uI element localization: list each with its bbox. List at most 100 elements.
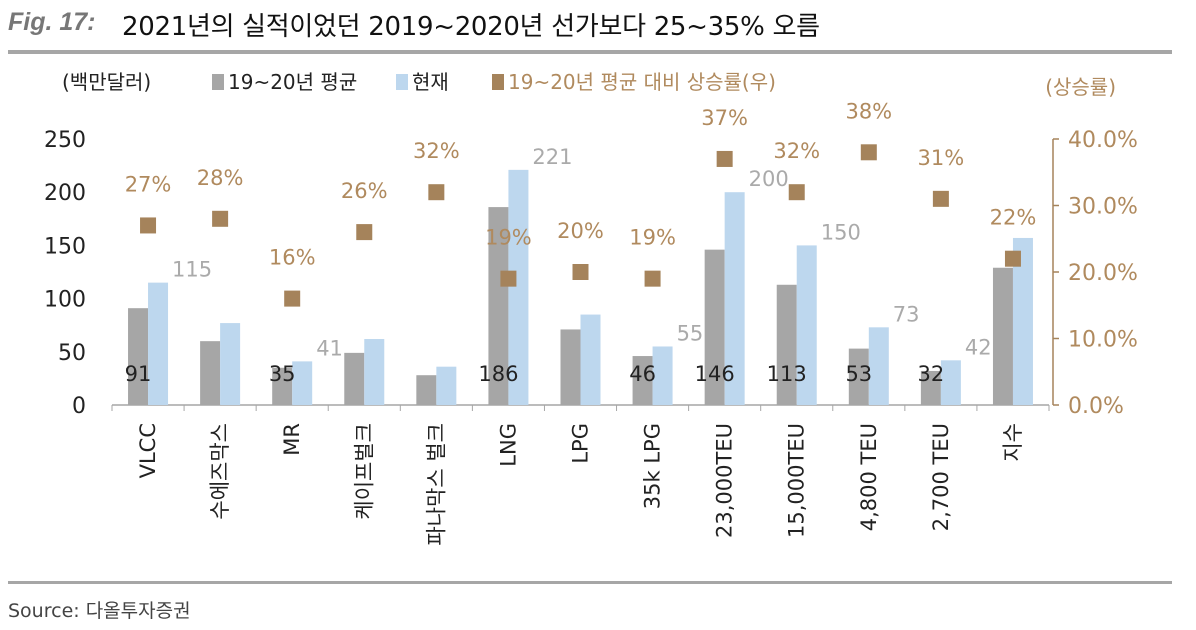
y-right-tick-label: 0.0% [1068,394,1124,419]
y-left-tick-label: 250 [44,128,86,153]
bar-current [796,245,817,405]
avg-value-label: 186 [478,362,518,386]
bar-avg [920,370,941,405]
x-category-label: 2,700 TEU [929,423,953,531]
bar-current [148,282,169,405]
rate-marker [644,270,661,287]
current-value-label: 73 [893,302,920,326]
avg-value-label: 35 [269,362,296,386]
y-right-tick-label: 40.0% [1068,128,1138,153]
chart-area: (백만달러) 19~20년 평균 현재 19~20년 평균 대비 상승률(우) (상승률… [44,70,1138,546]
y-left-unit-label: (백만달러) [62,70,151,94]
bar-avg [344,352,365,405]
x-category-label: 15,000TEU [785,423,809,538]
y-left-tick-label: 100 [44,288,86,313]
bar-avg [488,207,509,405]
rate-marker [860,144,877,161]
current-value-label: 41 [316,336,343,360]
bar-avg [272,367,293,405]
bar-avg [848,348,869,405]
bar-avg [560,329,581,405]
current-value-label: 55 [677,321,704,345]
bar-current [580,314,601,405]
x-category-label: VLCC [136,423,160,478]
rate-marker [284,290,301,307]
current-value-label: 150 [821,220,861,244]
bar-current [292,361,313,405]
bar-current [724,192,745,405]
legend-swatch-current [396,74,408,90]
avg-value-label: 32 [918,362,945,386]
rate-value-label: 19% [629,226,676,250]
avg-value-label: 146 [695,362,735,386]
y-left-tick-label: 150 [44,234,86,259]
bar-current [652,346,673,405]
bar-current [868,327,889,405]
rate-value-label: 38% [845,99,892,123]
y-left-tick-label: 50 [58,341,86,366]
chart-title: 2021년의 실적이었던 2019~2020년 선가보다 25~35% 오름 [122,12,820,42]
bar-avg [632,356,653,405]
rate-value-label: 26% [341,179,388,203]
legend-label-avg: 19~20년 평균 [228,70,357,94]
current-value-label: 115 [172,258,212,282]
bar-avg [200,341,221,405]
legend-label-rate: 19~20년 평균 대비 상승률(우) [508,70,776,94]
current-value-label: 200 [749,167,789,191]
bar-current [1012,237,1033,405]
current-value-label: 42 [965,335,992,359]
bar-avg [992,267,1013,405]
legend-label-current: 현재 [412,70,449,94]
bar-current [508,169,529,405]
rate-value-label: 32% [413,139,460,163]
y-right-tick-label: 20.0% [1068,261,1138,286]
rate-value-label: 27% [125,172,172,196]
bar-current [940,360,961,405]
bar-avg [704,249,725,405]
y-left-tick-label: 0 [72,394,86,419]
bar-avg [128,308,149,405]
x-category-label: 파나막스 벌크 [424,423,448,546]
rate-marker [932,190,949,207]
rate-marker [788,184,805,201]
current-value-label: 221 [532,145,572,169]
rate-value-label: 32% [773,139,820,163]
rate-marker [716,150,733,167]
x-category-label: 4,800 TEU [857,423,881,531]
x-category-label: 지수 [1001,423,1025,462]
rate-value-label: 37% [701,106,748,130]
y-left-tick-label: 200 [44,181,86,206]
x-category-label: LNG [496,423,520,467]
bar-current [436,366,457,405]
y-right-unit-label: (상승률) [1045,75,1116,99]
avg-value-label: 53 [845,362,872,386]
legend-swatch-rate [492,74,504,90]
top-rule [8,50,1172,54]
bar-avg [416,375,437,405]
x-category-label: MR [280,423,304,456]
avg-value-label: 91 [125,362,152,386]
bottom-rule [8,581,1172,584]
x-category-label: 케이프벌크 [352,423,376,520]
y-right-tick-label: 10.0% [1068,328,1138,353]
bar-avg [776,284,797,405]
rate-value-label: 20% [557,219,604,243]
figure-label: Fig. 17: [8,8,96,36]
source-note: Source: 다올투자증권 [8,600,191,622]
rate-marker [572,264,589,280]
x-category-label: 23,000TEU [713,423,737,538]
avg-value-label: 46 [629,362,656,386]
x-category-label: LPG [569,423,593,464]
y-right-tick-label: 30.0% [1068,195,1138,220]
x-category-label: 35k LPG [641,423,665,509]
rate-value-label: 22% [990,206,1037,230]
rate-value-label: 16% [269,246,316,270]
rate-marker [212,210,229,227]
bar-current [220,323,241,405]
rate-marker [500,270,517,287]
rate-marker [1004,250,1021,267]
bar-current [364,339,385,405]
rate-marker [356,224,373,241]
rate-value-label: 28% [197,166,244,190]
rate-value-label: 19% [485,226,532,250]
